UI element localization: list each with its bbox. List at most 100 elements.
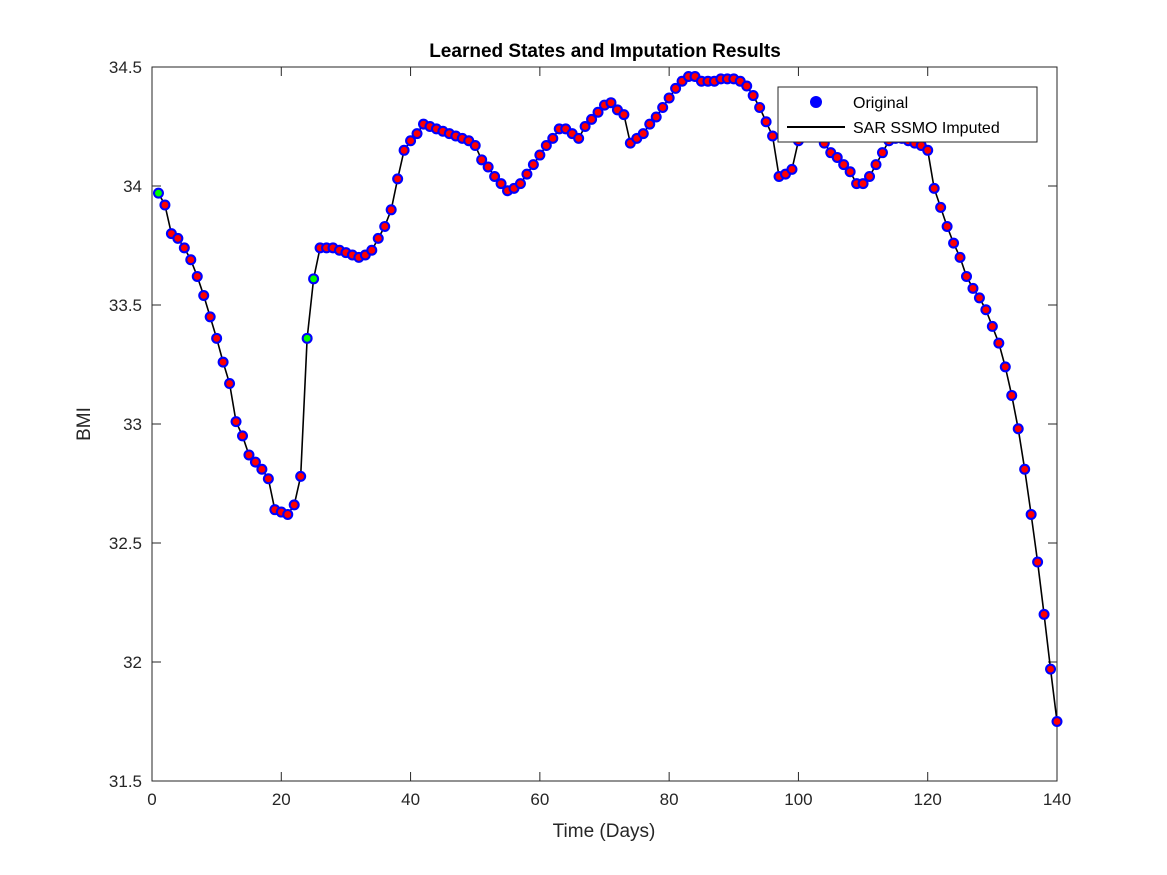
observed-point-marker	[1008, 392, 1016, 399]
observed-point-marker	[614, 106, 621, 114]
observed-point-marker	[264, 475, 272, 483]
observed-point-marker	[575, 135, 583, 142]
axes-background	[152, 67, 1057, 781]
observed-point-marker	[924, 146, 932, 154]
observed-point-marker	[620, 111, 628, 118]
legend: Original SAR SSMO Imputed	[777, 86, 1038, 143]
observed-point-marker	[1014, 425, 1022, 433]
observed-point-marker	[943, 223, 951, 230]
observed-point-marker	[510, 184, 518, 192]
observed-point-marker	[626, 139, 634, 147]
imputed-point-marker	[310, 275, 318, 283]
observed-point-marker	[859, 180, 867, 188]
observed-point-marker	[659, 104, 667, 111]
observed-point-marker	[542, 142, 550, 149]
observed-point-marker	[1053, 718, 1061, 725]
observed-point-marker	[672, 85, 680, 92]
y-tick-label: 32	[123, 653, 142, 672]
observed-point-marker	[665, 94, 673, 102]
observed-point-marker	[1034, 558, 1042, 566]
observed-point-marker	[174, 234, 182, 242]
observed-point-marker	[245, 451, 253, 459]
observed-point-marker	[937, 204, 945, 211]
observed-point-marker	[549, 135, 557, 142]
y-axis: 31.5 32 32.5 33 33.5 34 34.5	[109, 58, 1057, 791]
observed-point-marker	[400, 146, 408, 154]
observed-point-marker	[213, 334, 221, 342]
observed-point-marker	[969, 284, 977, 292]
observed-point-marker	[252, 458, 259, 466]
observed-point-marker	[258, 465, 266, 473]
observed-point-marker	[523, 170, 531, 178]
x-tick-label: 20	[272, 790, 291, 809]
observed-point-marker	[588, 115, 595, 123]
observed-point-marker	[387, 206, 395, 214]
observed-point-marker	[691, 73, 699, 80]
observed-point-marker	[517, 180, 524, 188]
observed-point-marker	[956, 254, 964, 261]
observed-point-marker	[368, 246, 376, 254]
x-tick-label: 0	[147, 790, 156, 809]
x-tick-label: 140	[1043, 790, 1071, 809]
observed-point-marker	[840, 161, 848, 168]
observed-point-marker	[594, 108, 602, 116]
imputed-point-marker	[155, 189, 162, 197]
data-markers	[152, 71, 1063, 727]
imputed-point-marker	[303, 334, 311, 342]
observed-point-marker	[484, 163, 492, 171]
x-tick-label: 80	[660, 790, 679, 809]
observed-point-marker	[756, 104, 764, 111]
observed-point-marker	[471, 142, 479, 149]
y-tick-label: 34.5	[109, 58, 142, 77]
observed-point-marker	[769, 132, 776, 140]
legend-box	[777, 86, 1038, 143]
x-axis-label: Time (Days)	[553, 821, 656, 842]
observed-point-marker	[846, 168, 854, 176]
observed-point-marker	[374, 234, 382, 242]
observed-point-marker	[652, 113, 660, 121]
observed-point-marker	[413, 130, 421, 138]
observed-point-marker	[297, 472, 305, 480]
x-axis: 0 20 40 60 80 100 120 140	[147, 67, 1071, 809]
observed-point-marker	[788, 165, 796, 173]
observed-point-marker	[232, 418, 240, 426]
x-tick-label: 120	[914, 790, 942, 809]
y-tick-label: 33	[123, 415, 142, 434]
observed-point-marker	[1001, 363, 1009, 371]
observed-point-marker	[1027, 511, 1035, 518]
observed-point-marker	[381, 223, 389, 230]
legend-marker-original	[810, 96, 822, 108]
observed-point-marker	[879, 149, 886, 157]
observed-point-marker	[581, 123, 589, 130]
observed-point-marker	[963, 273, 970, 280]
observed-point-marker	[200, 292, 208, 299]
observed-point-marker	[407, 137, 414, 145]
observed-point-marker	[930, 184, 938, 192]
observed-point-marker	[1047, 665, 1054, 673]
observed-point-marker	[736, 77, 744, 85]
observed-point-marker	[206, 313, 214, 321]
x-tick-label: 60	[530, 790, 549, 809]
observed-point-marker	[167, 230, 175, 238]
observed-point-marker	[607, 99, 615, 107]
observed-point-marker	[284, 511, 292, 518]
y-tick-label: 34	[123, 177, 142, 196]
observed-point-marker	[562, 125, 570, 133]
observed-point-marker	[529, 161, 537, 168]
observed-point-marker	[639, 130, 647, 138]
observed-point-marker	[872, 161, 880, 168]
observed-point-marker	[827, 149, 835, 157]
observed-point-marker	[465, 137, 473, 145]
observed-point-marker	[995, 339, 1003, 347]
observed-point-marker	[491, 173, 499, 180]
observed-point-marker	[1040, 611, 1048, 618]
y-axis-label: BMI	[74, 407, 95, 441]
observed-point-marker	[646, 120, 654, 128]
observed-point-marker	[180, 244, 188, 252]
observed-point-marker	[478, 156, 486, 164]
observed-point-marker	[976, 294, 983, 302]
observed-point-marker	[361, 251, 369, 259]
observed-point-marker	[219, 358, 227, 366]
observed-point-marker	[950, 239, 957, 247]
